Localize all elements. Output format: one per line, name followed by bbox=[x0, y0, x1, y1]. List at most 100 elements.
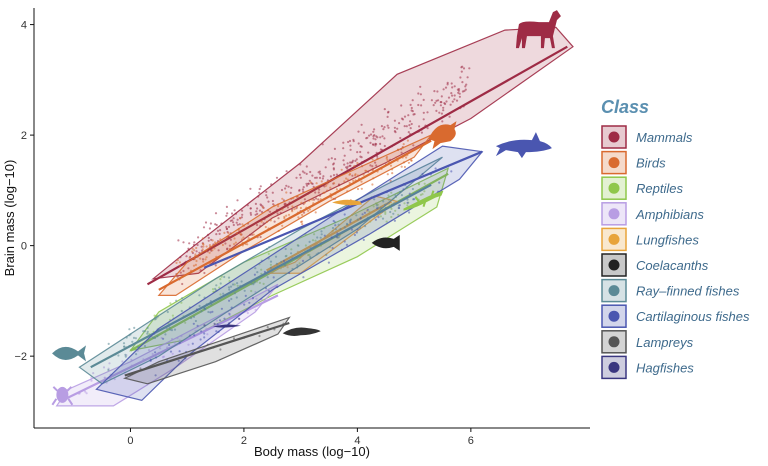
legend-item-coelacanths[interactable]: Coelacanths bbox=[601, 253, 709, 277]
ray-finned-fishes-point bbox=[215, 284, 218, 287]
mammals-point bbox=[319, 172, 322, 175]
mammals-point bbox=[179, 256, 182, 259]
legend-label: Mammals bbox=[636, 130, 693, 145]
cartilaginous-fishes-point bbox=[155, 356, 158, 359]
birds-point bbox=[273, 204, 276, 207]
cartilaginous-fishes-point bbox=[216, 323, 219, 326]
birds-point bbox=[277, 229, 280, 233]
ray-finned-fishes-point bbox=[219, 282, 222, 285]
mammals-point bbox=[382, 128, 385, 131]
mammals-point bbox=[314, 191, 317, 194]
mammals-point bbox=[348, 139, 352, 143]
mammals-point bbox=[386, 124, 389, 127]
reptiles-point bbox=[384, 212, 387, 215]
cartilaginous-fishes-point bbox=[362, 238, 365, 241]
ray-finned-fishes-point bbox=[291, 267, 294, 271]
birds-point bbox=[246, 243, 249, 246]
birds-point bbox=[356, 161, 359, 165]
birds-point bbox=[199, 257, 202, 260]
birds-point bbox=[326, 182, 329, 185]
legend-item-lungfishes[interactable]: Lungfishes bbox=[601, 227, 699, 252]
ray-finned-fishes-point bbox=[394, 194, 397, 197]
mammals-point bbox=[396, 127, 399, 130]
mammals-point bbox=[179, 271, 182, 274]
reptiles-point bbox=[313, 233, 316, 236]
legend-item-cartilaginous-fishes[interactable]: Cartilaginous fishes bbox=[601, 304, 750, 328]
cartilaginous-fishes-point bbox=[154, 351, 157, 354]
mammals-point bbox=[254, 213, 257, 216]
mammals-point bbox=[371, 143, 375, 146]
mammals-point bbox=[229, 238, 232, 241]
series-cartilaginous-fishes bbox=[95, 145, 484, 402]
cartilaginous-fishes-point bbox=[398, 206, 401, 210]
legend-item-lampreys[interactable]: Lampreys bbox=[601, 330, 694, 354]
ray-finned-fishes-point bbox=[358, 226, 361, 229]
mammals-point bbox=[442, 109, 445, 112]
mammals-point bbox=[349, 164, 352, 167]
mammals-point bbox=[374, 138, 377, 141]
mammals-point bbox=[219, 229, 222, 232]
birds-point bbox=[346, 190, 349, 193]
birds-point bbox=[219, 238, 222, 241]
coelacanth-icon bbox=[371, 234, 400, 251]
mammals-point bbox=[447, 96, 451, 99]
mammals-point bbox=[432, 104, 435, 107]
reptiles-point bbox=[267, 252, 270, 255]
birds-point bbox=[372, 177, 375, 180]
reptiles-point bbox=[153, 314, 156, 317]
ray-finned-fishes-point bbox=[134, 337, 137, 340]
frog-icon bbox=[51, 386, 74, 406]
birds-point bbox=[296, 195, 299, 198]
mammals-point bbox=[342, 141, 345, 144]
cartilaginous-fishes-point bbox=[215, 330, 218, 333]
mammals-point bbox=[327, 158, 330, 161]
birds-point bbox=[204, 258, 207, 261]
ray-finned-fishes-point bbox=[223, 275, 226, 279]
plot-area bbox=[55, 26, 574, 407]
ray-finned-fishes-point bbox=[123, 345, 126, 348]
mammals-point bbox=[249, 207, 252, 210]
ray-finned-fishes-point bbox=[231, 283, 235, 286]
mammals-point bbox=[367, 170, 370, 173]
birds-point bbox=[264, 225, 267, 229]
cartilaginous-fishes-point bbox=[211, 310, 214, 313]
birds-point bbox=[348, 173, 351, 176]
mammals-point bbox=[410, 122, 413, 126]
birds-point bbox=[301, 223, 304, 226]
legend-label: Amphibians bbox=[635, 207, 704, 222]
mammals-point bbox=[229, 219, 232, 222]
mammals-point bbox=[374, 144, 377, 147]
cartilaginous-fishes-point bbox=[340, 248, 343, 251]
amphibians-point bbox=[108, 362, 111, 365]
ray-finned-fishes-point bbox=[128, 328, 131, 331]
mammals-point bbox=[352, 140, 355, 143]
cartilaginous-fishes-point bbox=[327, 261, 330, 264]
mammals-point bbox=[367, 151, 370, 154]
legend-item-reptiles[interactable]: Reptiles bbox=[601, 176, 683, 200]
mammals-point bbox=[403, 125, 406, 128]
birds-point bbox=[391, 172, 394, 175]
legend-item-ray-finned-fishes[interactable]: Ray–finned fishes bbox=[601, 278, 740, 303]
cartilaginous-fishes-point bbox=[230, 306, 233, 309]
birds-point bbox=[223, 231, 226, 234]
birds-point bbox=[235, 232, 238, 235]
mammals-point bbox=[230, 212, 234, 215]
legend-item-mammals[interactable]: Mammals bbox=[601, 125, 693, 149]
mammals-point bbox=[259, 225, 262, 228]
mammals-point bbox=[265, 194, 268, 197]
cartilaginous-fishes-point bbox=[288, 271, 291, 275]
ray-finned-fishes-point bbox=[204, 308, 207, 311]
legend[interactable]: Class Mammals Birds Reptiles Amphibians Lungf… bbox=[601, 97, 750, 380]
legend-item-amphibians[interactable]: Amphibians bbox=[601, 202, 704, 226]
mammals-point bbox=[182, 269, 185, 273]
birds-point bbox=[311, 198, 314, 201]
mammals-point bbox=[232, 223, 235, 227]
legend-item-hagfishes[interactable]: Hagfishes bbox=[601, 355, 694, 380]
legend-item-birds[interactable]: Birds bbox=[601, 150, 666, 175]
mammals-point bbox=[187, 248, 191, 251]
ray-finned-fishes-point bbox=[346, 223, 349, 226]
mammals-point bbox=[417, 103, 420, 107]
mammals-point bbox=[456, 88, 459, 91]
ray-finned-fishes-point bbox=[135, 353, 138, 356]
series-birds bbox=[157, 134, 432, 296]
